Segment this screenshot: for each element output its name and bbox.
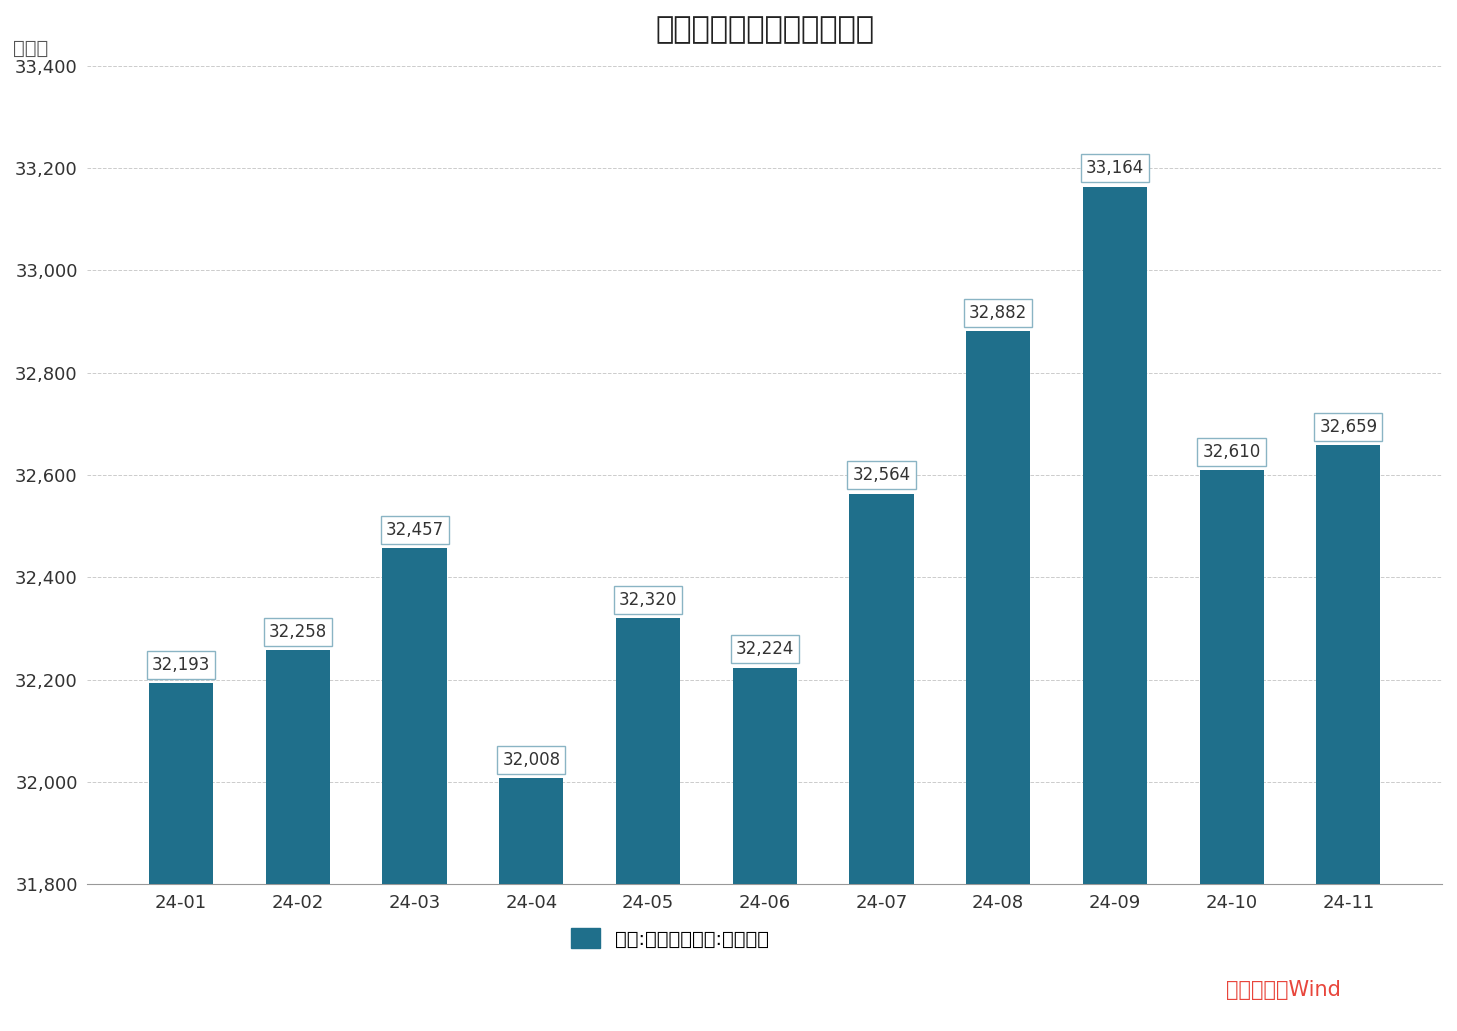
Text: 32,457: 32,457 — [386, 521, 443, 539]
Text: 33,164: 33,164 — [1085, 160, 1144, 177]
Text: 32,320: 32,320 — [619, 591, 678, 609]
Text: 32,610: 32,610 — [1202, 442, 1260, 461]
Bar — [966, 331, 1030, 885]
Bar — [616, 619, 680, 885]
Text: 32,258: 32,258 — [268, 623, 326, 641]
Bar — [265, 651, 329, 885]
Bar — [149, 684, 213, 885]
Bar — [1316, 445, 1380, 885]
Bar — [383, 548, 447, 885]
Text: 数据来源：Wind: 数据来源：Wind — [1225, 980, 1340, 1000]
Bar — [1083, 187, 1147, 885]
Text: 亿美元: 亿美元 — [13, 38, 48, 58]
Bar — [733, 667, 797, 885]
Text: 32,193: 32,193 — [152, 656, 210, 674]
Bar — [500, 778, 564, 885]
Bar — [849, 494, 914, 885]
Bar — [1199, 470, 1263, 885]
Legend: 中国:官方储备资产:外汇储备: 中国:官方储备资产:外汇储备 — [562, 921, 777, 957]
Text: 32,882: 32,882 — [969, 303, 1027, 322]
Title: 我国外汇储备规模变化情况: 我国外汇储备规模变化情况 — [656, 15, 874, 44]
Text: 32,564: 32,564 — [852, 466, 911, 485]
Text: 32,008: 32,008 — [503, 751, 561, 769]
Text: 32,224: 32,224 — [736, 640, 794, 659]
Text: 32,659: 32,659 — [1319, 418, 1377, 436]
